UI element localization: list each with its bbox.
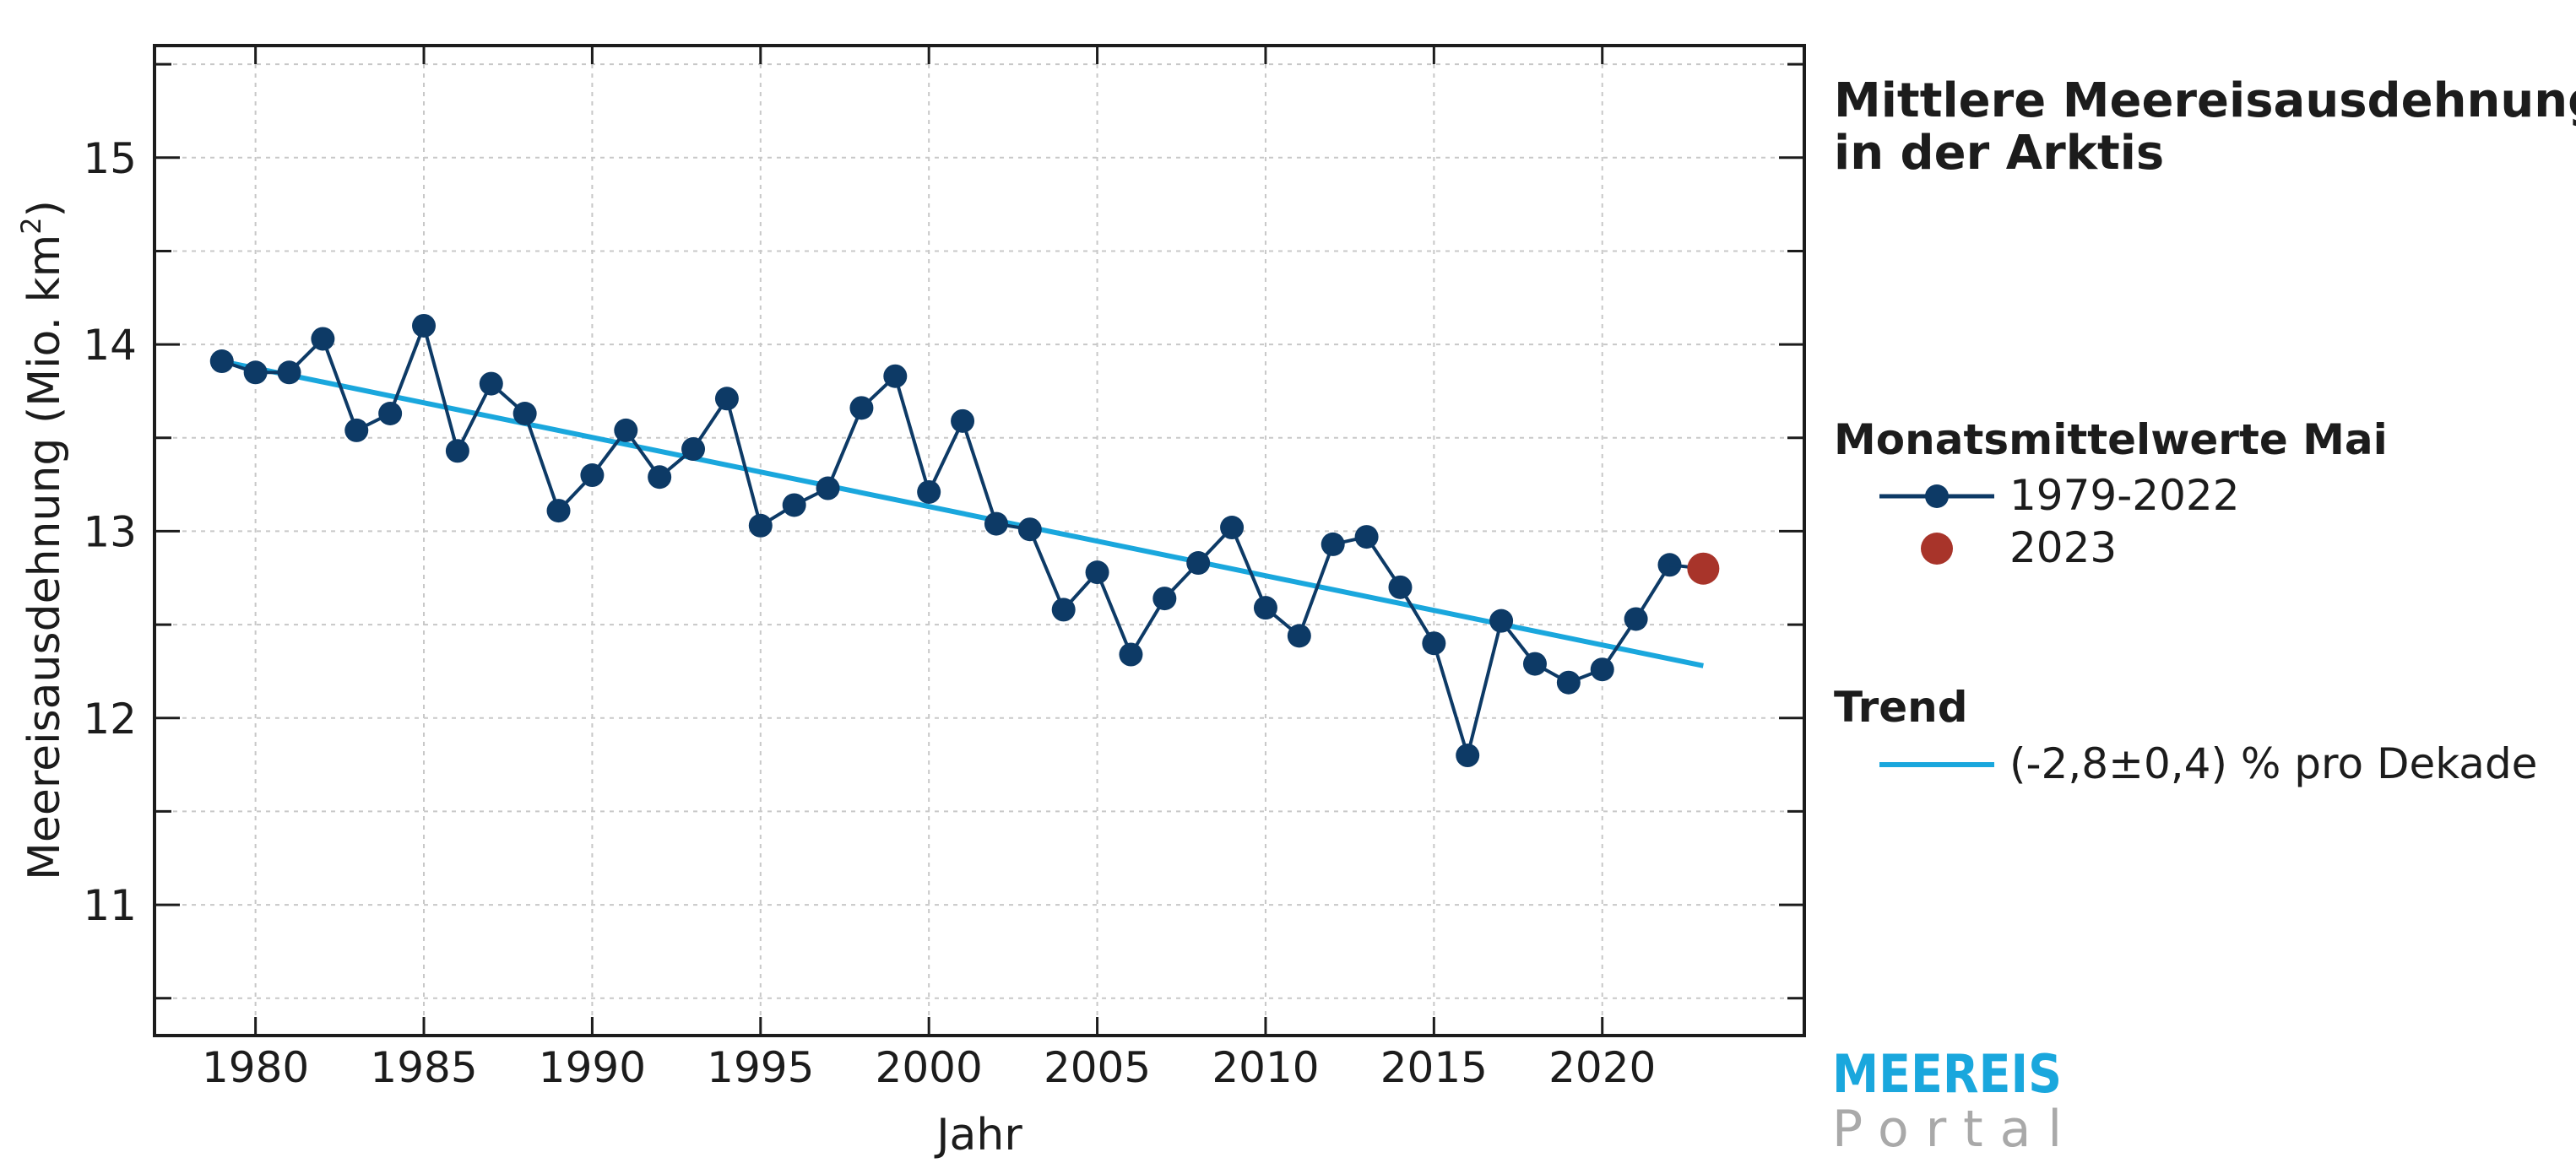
data-point-2002 [984,511,1008,536]
data-point-1980 [243,360,268,385]
data-point-2015 [1422,631,1446,656]
data-point-1987 [479,371,503,396]
x-tick-label: 2000 [876,1043,983,1092]
x-tick-label: 2020 [1548,1043,1656,1092]
data-point-2003 [1017,517,1042,542]
data-point-1996 [782,493,806,517]
legend-series-marker [1925,484,1949,508]
data-point-1983 [344,418,369,442]
data-point-2021 [1624,607,1648,631]
legend-2023-marker [1921,533,1953,565]
data-point-2008 [1186,551,1211,576]
data-point-2010 [1253,596,1277,620]
data-point-1999 [883,364,908,388]
data-point-2000 [917,479,941,504]
data-point-1994 [714,387,739,411]
chart-title-line-1: Mittlere Meereisausdehnung [1834,73,2576,128]
data-point-2016 [1456,744,1480,768]
data-point-2023 [1687,552,1720,585]
data-point-2005 [1085,560,1109,585]
y-tick-labels: 11 12 13 14 15 [83,134,137,930]
data-point-2014 [1388,575,1413,599]
x-tick-label: 1980 [202,1043,309,1092]
plot-frame [153,44,1806,1037]
y-tick-label: 12 [83,695,137,744]
meereis-portal-logo: MEEREIS Portal [1832,1043,2062,1159]
data-point-1985 [412,313,437,338]
legend: Mittlere Meereisausdehnung in der Arktis… [1834,73,2576,788]
legend-trend-title: Trend [1834,683,1968,732]
brand-bottom: Portal [1832,1100,2062,1159]
data-point-1986 [445,439,469,463]
brand-top: MEEREIS [1832,1043,2062,1105]
data-point-1995 [748,513,773,538]
data-point-2012 [1321,532,1345,556]
data-point-1991 [614,418,638,442]
data-point-2011 [1287,624,1311,648]
data-point-1979 [209,349,234,374]
legend-trend-label: (-2,8±0,4) % pro Dekade [2009,739,2537,788]
x-tick-label: 2010 [1212,1043,1319,1092]
x-tick-label: 1990 [539,1043,646,1092]
chart-title-line-2: in der Arktis [1834,126,2164,181]
data-point-2013 [1354,525,1379,549]
x-tick-labels: 1980 1985 1990 1995 2000 2005 2010 2015 2020 [202,1043,1656,1092]
data-point-2018 [1522,652,1547,676]
data-point-2001 [951,408,975,433]
data-point-1993 [681,437,706,462]
series-line-1979-2022 [221,324,1672,757]
legend-group-title: Monatsmittelwerte Mai [1834,415,2388,464]
data-point-1984 [378,402,403,426]
data-point-1982 [311,327,335,351]
y-tick-label: 14 [83,321,137,370]
data-point-1989 [546,499,571,523]
data-point-1990 [580,463,605,488]
data-point-1998 [849,396,874,420]
data-point-2017 [1489,609,1514,633]
data-point-1992 [648,465,672,490]
data-point-1981 [277,360,301,385]
axis-ticks [155,46,1804,1036]
trend-line [221,359,1704,668]
x-tick-label: 1985 [370,1043,477,1092]
data-point-1997 [816,476,840,500]
y-tick-label: 13 [83,507,137,556]
data-point-2020 [1590,657,1614,682]
data-point-2006 [1119,642,1143,667]
y-tick-label: 11 [83,881,137,930]
data-marks [209,313,1720,768]
x-axis-title: Jahr [934,1110,1022,1160]
legend-series-label: 1979-2022 [2009,471,2240,520]
data-point-1988 [512,402,537,426]
y-axis-title: Meereisausdehnung (Mio. km2) [15,200,70,880]
y-tick-label: 15 [83,134,137,183]
x-tick-label: 2005 [1044,1043,1151,1092]
data-point-2009 [1220,516,1245,540]
legend-2023-label: 2023 [2009,523,2117,572]
data-point-2004 [1051,598,1076,622]
grid [155,46,1804,1036]
x-tick-label: 1995 [707,1043,814,1092]
x-tick-label: 2015 [1380,1043,1488,1092]
data-point-2007 [1152,587,1177,611]
data-point-2019 [1556,670,1581,695]
